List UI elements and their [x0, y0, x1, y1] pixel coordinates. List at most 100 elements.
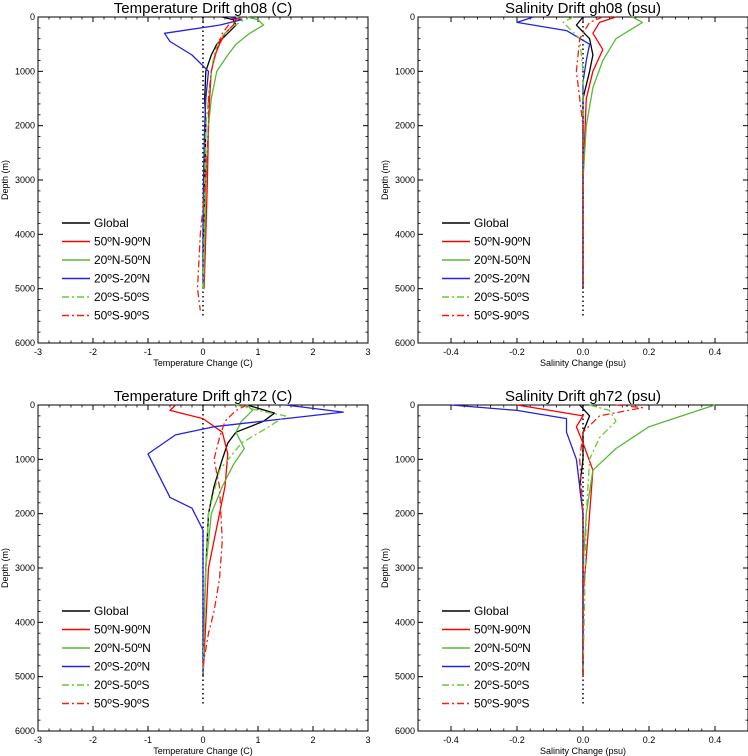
series-line-3: [147, 404, 344, 677]
y-tick-label: 4000: [15, 617, 35, 627]
y-axis-label: Depth (m): [380, 160, 390, 200]
y-axis-label: Depth (m): [0, 548, 10, 588]
y-tick-label: 6000: [15, 338, 35, 348]
legend-label-4: 20ºS-50ºS: [474, 678, 529, 692]
x-tick-label: -3: [34, 735, 42, 745]
y-tick-label: 1000: [395, 66, 415, 76]
series-line-2: [582, 404, 716, 677]
y-tick-label: 2000: [395, 509, 415, 519]
x-tick-label: 0.2: [643, 735, 656, 745]
chart-panel-3: Salinity Drift gh72 (psu) -0.4 -0.2 0.0 0.2 0…: [380, 388, 748, 756]
legend-label-5: 50ºS-90ºS: [94, 697, 149, 711]
chart-title: Temperature Drift gh72 (C): [114, 388, 292, 405]
x-tick-label: 3: [365, 347, 370, 357]
x-tick-label: 3: [365, 735, 370, 745]
x-tick-label: -0.2: [509, 735, 525, 745]
chart-title: Salinity Drift gh72 (psu): [505, 388, 661, 405]
legend-label-0: Global: [94, 604, 129, 618]
y-tick-label: 5000: [15, 284, 35, 294]
legend-label-1: 50ºN-90ºN: [474, 235, 531, 249]
y-tick-label: 0: [410, 400, 415, 410]
y-axis-label: Depth (m): [0, 160, 10, 200]
y-tick-label: 4000: [395, 229, 415, 239]
x-tick-label: -1: [144, 735, 152, 745]
chart-title: Salinity Drift gh08 (psu): [505, 0, 661, 17]
series-line-3: [163, 16, 243, 289]
legend-label-1: 50ºN-90ºN: [474, 623, 531, 637]
y-tick-label: 0: [30, 12, 35, 22]
series-line-4: [582, 404, 617, 677]
y-axis-label: Depth (m): [380, 548, 390, 588]
x-axis-label: Salinity Change (psu): [540, 746, 626, 756]
series-line-5: [202, 404, 248, 666]
y-tick-label: 6000: [395, 338, 415, 348]
y-tick-label: 5000: [395, 672, 415, 682]
y-tick-label: 5000: [15, 672, 35, 682]
legend-label-3: 20ºS-20ºN: [474, 660, 530, 674]
chart-panel-1: Salinity Drift gh08 (psu) -0.4 -0.2 0.0 0.2 0…: [380, 0, 748, 368]
x-tick-label: 0.0: [577, 347, 590, 357]
x-axis-label: Salinity Change (psu): [540, 358, 626, 368]
legend-label-2: 20ºN-50ºN: [474, 641, 531, 655]
x-tick-label: 0.0: [577, 735, 590, 745]
x-tick-label: 0.4: [709, 735, 722, 745]
x-tick-label: 1: [255, 735, 260, 745]
x-tick-label: 1: [255, 347, 260, 357]
y-tick-label: 1000: [15, 454, 35, 464]
series-line-5: [196, 16, 242, 311]
x-tick-label: -0.4: [443, 735, 459, 745]
series-line-1: [582, 16, 617, 289]
x-axis-label: Temperature Change (C): [153, 746, 253, 756]
y-tick-label: 6000: [15, 726, 35, 736]
series-line-4: [562, 16, 584, 289]
legend-label-0: Global: [474, 216, 509, 230]
series-line-2: [202, 16, 265, 289]
x-tick-label: 0: [200, 735, 205, 745]
y-tick-label: 0: [410, 12, 415, 22]
x-tick-label: 0.2: [643, 347, 656, 357]
chart-title: Temperature Drift gh08 (C): [114, 0, 292, 17]
legend-label-4: 20ºS-50ºS: [94, 678, 149, 692]
x-tick-label: 2: [310, 347, 315, 357]
series-line-4: [202, 404, 287, 677]
series-line-4: [202, 16, 245, 289]
x-tick-label: -0.4: [443, 347, 459, 357]
x-tick-label: -1: [144, 347, 152, 357]
x-tick-label: -3: [34, 347, 42, 357]
y-tick-label: 3000: [15, 175, 35, 185]
series-line-5: [575, 16, 604, 289]
legend-label-0: Global: [474, 604, 509, 618]
x-tick-label: 0: [200, 347, 205, 357]
x-tick-label: 2: [310, 735, 315, 745]
legend-label-4: 20ºS-50ºS: [474, 290, 529, 304]
legend-label-0: Global: [94, 216, 129, 230]
y-tick-label: 3000: [395, 175, 415, 185]
chart-panel-0: Temperature Drift gh08 (C) -3 -2 -1 0 1 2 3 0 100…: [0, 0, 371, 368]
y-tick-label: 3000: [395, 563, 415, 573]
chart-panel-2: Temperature Drift gh72 (C) -3 -2 -1 0 1 2 3 0 100…: [0, 388, 371, 756]
legend-label-1: 50ºN-90ºN: [94, 235, 151, 249]
legend-label-5: 50ºS-90ºS: [474, 309, 529, 323]
legend-label-2: 20ºN-50ºN: [94, 253, 151, 267]
y-tick-label: 4000: [395, 617, 415, 627]
x-tick-label: -0.2: [509, 347, 525, 357]
series-line-3: [516, 16, 591, 289]
y-tick-label: 2000: [15, 509, 35, 519]
legend-label-3: 20ºS-20ºN: [94, 660, 150, 674]
legend-label-1: 50ºN-90ºN: [94, 623, 151, 637]
y-tick-label: 3000: [15, 563, 35, 573]
y-tick-label: 6000: [395, 726, 415, 736]
legend-label-2: 20ºN-50ºN: [474, 253, 531, 267]
y-tick-label: 1000: [15, 66, 35, 76]
y-tick-label: 2000: [15, 121, 35, 131]
legend-label-2: 20ºN-50ºN: [94, 641, 151, 655]
series-line-2: [202, 404, 254, 677]
legend-label-5: 50ºS-90ºS: [474, 697, 529, 711]
legend-label-3: 20ºS-20ºN: [94, 272, 150, 286]
legend-label-4: 20ºS-50ºS: [94, 290, 149, 304]
series-line-1: [169, 404, 229, 677]
y-tick-label: 4000: [15, 229, 35, 239]
x-tick-label: -2: [89, 735, 97, 745]
series-line-1: [203, 16, 237, 289]
